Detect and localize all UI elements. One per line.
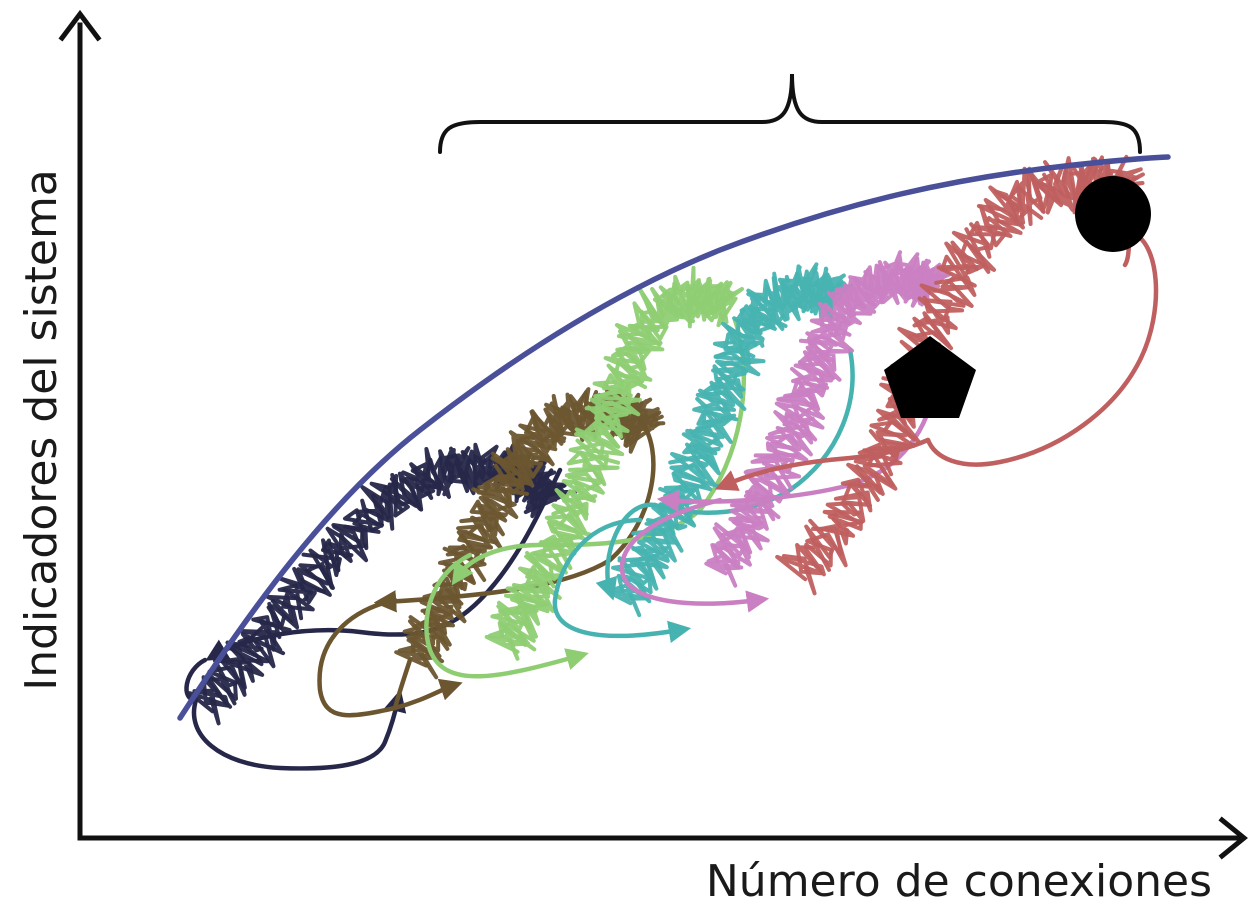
cycles-layer (184, 154, 1159, 771)
cycle-4-mid (595, 502, 658, 601)
cycle-5-scribble (706, 250, 952, 588)
axes (58, 9, 1248, 860)
pentagon-marker (884, 336, 976, 418)
cycle-2-loop (317, 597, 463, 718)
cycle-3-loop (424, 552, 589, 679)
circle-marker (1075, 176, 1151, 252)
curly-brace (438, 73, 1142, 154)
envelope-curve (177, 154, 1171, 721)
cycle-2-tail (392, 657, 413, 711)
cycle-1-loop (191, 689, 407, 771)
cycle-5-loop (619, 497, 770, 613)
y-axis-arrowhead (58, 9, 102, 42)
cycle-4-scribble (609, 262, 854, 618)
y-axis-label: Indicadores del sistema (16, 169, 67, 691)
x-axis-arrowhead (1218, 816, 1248, 860)
cycle-4-loop (552, 517, 692, 643)
cycle-6-return (714, 437, 931, 491)
x-axis-label: Número de conexiones (706, 856, 1212, 905)
cycle-6-loop (925, 229, 1159, 467)
cycle-3-scribble (488, 274, 744, 661)
